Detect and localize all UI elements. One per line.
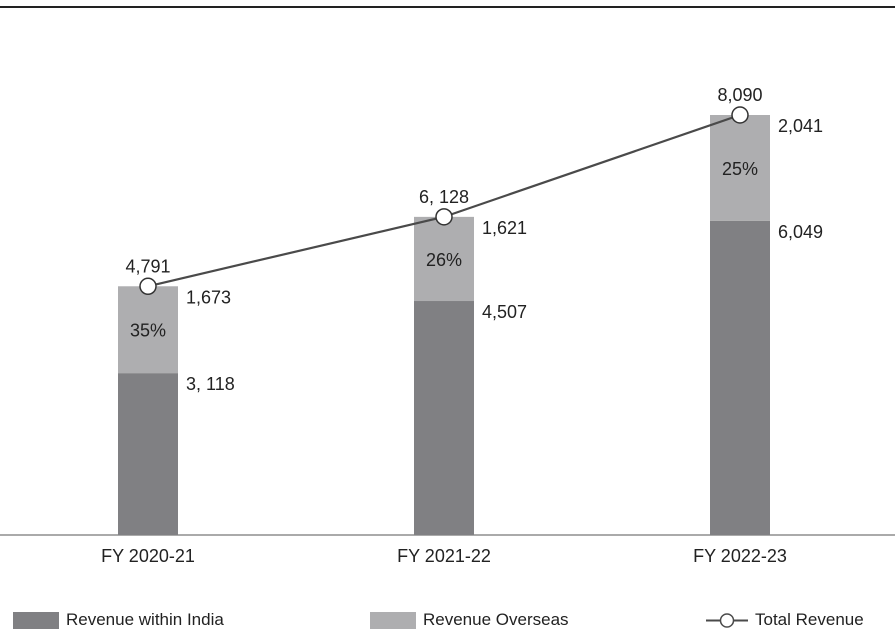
legend-item-overseas: Revenue Overseas — [370, 610, 569, 630]
label-overseas-3: 2,041 — [778, 116, 823, 136]
label-overseas-share-3: 25% — [722, 159, 758, 179]
total-revenue-point-2 — [435, 208, 453, 226]
legend: Revenue within India Revenue Overseas To… — [0, 610, 895, 634]
total-revenue-point-3 — [731, 106, 749, 124]
legend-item-india: Revenue within India — [13, 610, 224, 630]
label-india-3: 6,049 — [778, 222, 823, 242]
bar-overseas-1 — [118, 286, 178, 374]
total-revenue-label-2: 6, 128 — [419, 187, 469, 207]
bar-overseas-3 — [710, 115, 770, 221]
x-tick-label-1: FY 2020-21 — [101, 546, 195, 566]
x-tick-label-2: FY 2021-22 — [397, 546, 491, 566]
legend-label-overseas: Revenue Overseas — [423, 610, 569, 629]
legend-item-total: Total Revenue — [704, 610, 864, 630]
bar-overseas-2 — [414, 216, 474, 302]
total-revenue-label-3: 8,090 — [717, 85, 762, 105]
label-india-1: 3, 118 — [186, 374, 235, 394]
revenue-chart: 3, 118 1,673 35% 4,507 1,621 26% 6,049 2,041 25%… — [0, 6, 895, 566]
label-overseas-1: 1,673 — [186, 287, 231, 307]
legend-swatch-india — [13, 611, 59, 629]
bar-india-2 — [414, 301, 474, 535]
bar-india-1 — [118, 373, 178, 535]
x-tick-label-3: FY 2022-23 — [693, 546, 787, 566]
label-overseas-share-1: 35% — [130, 321, 166, 341]
bar-india-3 — [710, 220, 770, 535]
legend-label-india: Revenue within India — [66, 610, 224, 629]
legend-swatch-overseas — [370, 611, 416, 629]
label-overseas-share-2: 26% — [426, 250, 462, 270]
legend-line-marker-icon — [706, 612, 748, 628]
label-overseas-2: 1,621 — [482, 218, 527, 238]
total-revenue-point-1 — [139, 277, 157, 296]
legend-label-total: Total Revenue — [755, 610, 864, 629]
label-india-2: 4,507 — [482, 302, 527, 322]
total-revenue-label-1: 4,791 — [125, 256, 170, 276]
